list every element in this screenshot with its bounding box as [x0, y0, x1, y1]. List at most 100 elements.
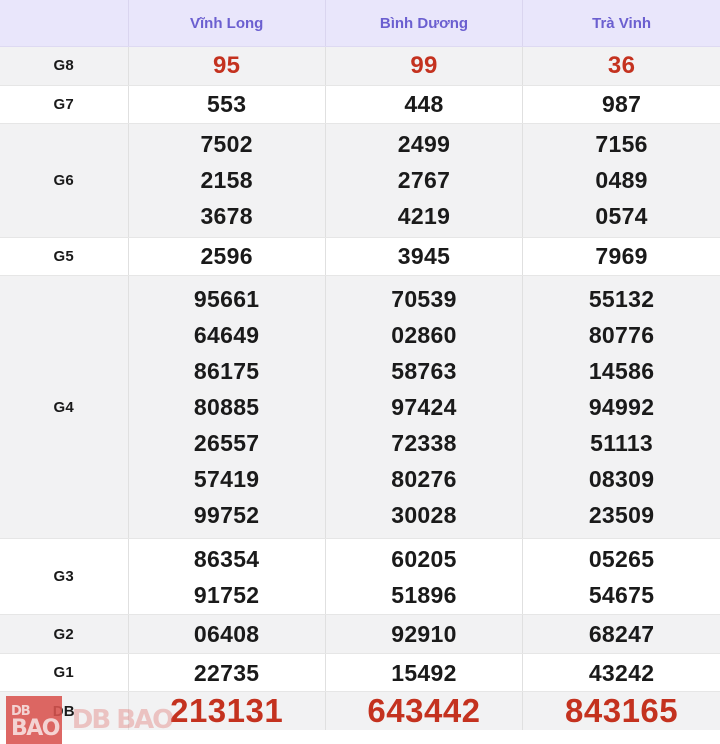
prize-number: 43242 [588, 659, 655, 686]
prize-number: 55132 [588, 286, 655, 313]
prize-number: 2767 [397, 167, 451, 194]
prize-numbers-g8-col3: 36 [522, 46, 720, 86]
prize-label-g7: G7 [0, 85, 129, 125]
prize-number: 05265 [588, 545, 655, 572]
prize-number: 51896 [391, 581, 457, 608]
prize-numbers-g3-col1: 86354 91752 [128, 538, 326, 616]
watermark-line-1: DB [11, 704, 31, 720]
prize-numbers-g3-col3: 05265 54675 [522, 538, 720, 616]
table-row: G1 22735 15492 43242 [0, 653, 720, 693]
prize-number: 2596 [200, 243, 253, 270]
header-corner-cell [0, 0, 129, 47]
prize-numbers-g2-col1: 06408 [128, 614, 326, 654]
prize-label-db: DB BAO DB BAO DB [0, 691, 174, 744]
prize-numbers-g6-col3: 7156 0489 0574 [522, 123, 720, 238]
prize-number: 3678 [200, 203, 253, 230]
prize-numbers-db-col1: 213131 [128, 691, 326, 730]
prize-number: 08309 [588, 466, 655, 493]
table-row: G5 2596 3945 7969 [0, 237, 720, 277]
prize-label-g5: G5 [0, 237, 129, 277]
prize-number: 80885 [193, 394, 260, 421]
prize-number: 14586 [588, 358, 655, 385]
prize-number: 57419 [193, 466, 260, 493]
prize-number: 80776 [588, 322, 655, 349]
prize-number: 95661 [193, 286, 260, 313]
prize-number: 86354 [193, 545, 260, 572]
watermark-badge: DB BAO [6, 696, 62, 744]
prize-number: 06408 [193, 621, 260, 648]
prize-number: 0574 [595, 203, 648, 230]
prize-number: 58763 [391, 358, 457, 385]
prize-number: 72338 [391, 430, 457, 457]
prize-number: 0489 [595, 167, 648, 194]
prize-number: 7156 [595, 131, 648, 158]
prize-number: 22735 [193, 659, 260, 686]
prize-numbers-g7-col2: 448 [325, 85, 524, 125]
prize-numbers-g6-col2: 2499 2767 4219 [325, 123, 524, 238]
prize-number: 95 [213, 51, 241, 79]
prize-numbers-g4-col3: 55132 80776 14586 94992 51113 08309 23509 [522, 275, 720, 540]
prize-numbers-g4-col2: 70539 02860 58763 97424 72338 80276 30028 [325, 275, 524, 540]
prize-number: 643442 [367, 692, 481, 730]
table-row: G4 95661 64649 86175 80885 26557 57419 99752 705… [0, 275, 720, 540]
prize-number: 91752 [193, 581, 260, 608]
table-row: G7 553 448 987 [0, 85, 720, 125]
prize-number: 80276 [391, 466, 457, 493]
prize-number: 2158 [200, 167, 253, 194]
column-header-province-1: Vĩnh Long [128, 0, 326, 47]
prize-numbers-g8-col1: 95 [128, 46, 326, 86]
column-header-province-3: Trà Vinh [522, 0, 720, 47]
prize-number: 51113 [590, 430, 654, 457]
prize-label-g8: G8 [0, 46, 129, 86]
prize-numbers-g7-col1: 553 [128, 85, 326, 125]
prize-numbers-g6-col1: 7502 2158 3678 [128, 123, 326, 238]
table-header: Vĩnh Long Bình Dương Trà Vinh [0, 0, 720, 47]
prize-label-g2: G2 [0, 614, 129, 654]
prize-number: 92910 [391, 621, 457, 648]
prize-label-g6: G6 [0, 123, 129, 238]
prize-number: 987 [601, 91, 642, 118]
prize-number: 68247 [588, 621, 655, 648]
table-body: G8 95 99 36 G7 553 448 987 G6 7502 2158 3678 2499 276… [0, 46, 720, 744]
watermark-line-2: BAO [11, 716, 61, 742]
prize-number: 4219 [397, 203, 451, 230]
prize-numbers-g1-col1: 22735 [128, 653, 326, 693]
prize-number: 843165 [565, 692, 679, 730]
prize-number: 97424 [391, 394, 457, 421]
prize-number: 02860 [391, 322, 457, 349]
prize-numbers-g8-col2: 99 [325, 46, 524, 86]
prize-numbers-db-col3: 843165 [522, 691, 720, 730]
prize-number: 36 [607, 51, 636, 79]
table-row: G8 95 99 36 [0, 46, 720, 86]
table-row: DB BAO DB BAO DB 213131 643442 843165 [0, 691, 720, 744]
prize-number: 99 [410, 51, 438, 79]
prize-numbers-g5-col2: 3945 [325, 237, 524, 277]
table-row: G3 86354 91752 60205 51896 05265 54675 [0, 538, 720, 616]
prize-label-g1: G1 [0, 653, 129, 693]
column-header-province-2: Bình Dương [325, 0, 524, 47]
prize-number: 7969 [595, 243, 648, 270]
prize-label-g3: G3 [0, 538, 129, 616]
prize-label-g4: G4 [0, 275, 129, 540]
prize-numbers-g1-col3: 43242 [522, 653, 720, 693]
prize-numbers-g2-col2: 92910 [325, 614, 524, 654]
table-row: G6 7502 2158 3678 2499 2767 4219 7156 0489 0574 [0, 123, 720, 238]
prize-number: 15492 [391, 659, 457, 686]
prize-number: 23509 [588, 502, 655, 529]
prize-number: 2499 [397, 131, 451, 158]
header-row: Vĩnh Long Bình Dương Trà Vinh [0, 0, 720, 47]
prize-numbers-db-col2: 643442 [325, 691, 524, 730]
prize-number: 448 [404, 91, 444, 118]
prize-number: 26557 [193, 430, 260, 457]
prize-number: 3945 [397, 243, 451, 270]
prize-numbers-g5-col1: 2596 [128, 237, 326, 277]
prize-number: 99752 [193, 502, 260, 529]
prize-number: 86175 [193, 358, 260, 385]
prize-number: 94992 [588, 394, 655, 421]
prize-number: 60205 [391, 545, 457, 572]
prize-number: 54675 [588, 581, 655, 608]
prize-numbers-g4-col1: 95661 64649 86175 80885 26557 57419 99752 [128, 275, 326, 540]
prize-numbers-g3-col2: 60205 51896 [325, 538, 524, 616]
prize-numbers-g1-col2: 15492 [325, 653, 524, 693]
